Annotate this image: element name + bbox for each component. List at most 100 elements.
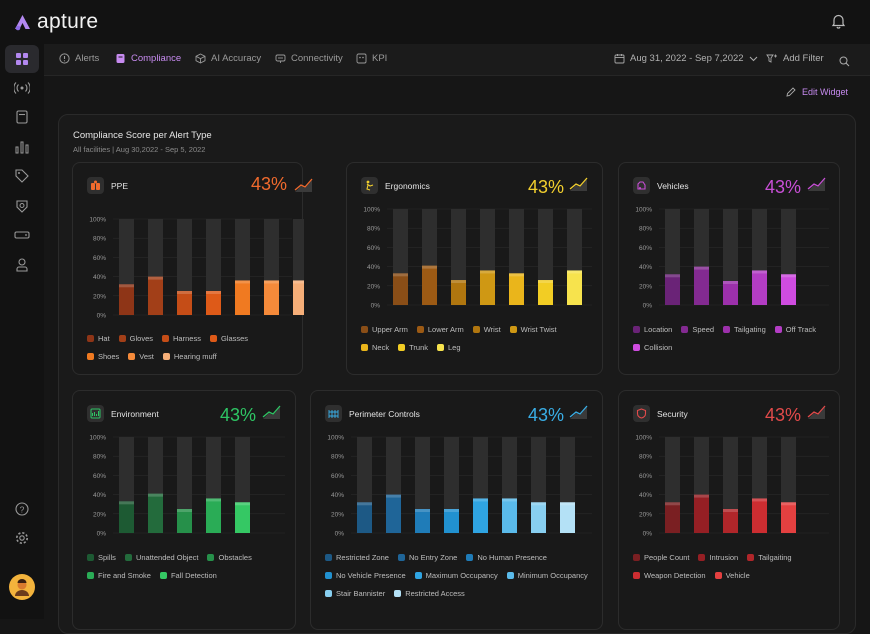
legend-item[interactable]: Hat	[87, 334, 110, 343]
legend-item[interactable]: Restricted Zone	[325, 553, 389, 562]
bar[interactable]	[293, 280, 304, 315]
legend-item[interactable]: Trunk	[398, 343, 428, 352]
add-filter-button[interactable]: Add Filter	[766, 53, 824, 64]
legend-label: Location	[644, 325, 673, 334]
legend-item[interactable]: Maximum Occupancy	[414, 571, 498, 580]
bar[interactable]	[723, 509, 738, 533]
legend-item[interactable]: Gloves	[118, 334, 153, 343]
sidebar-help[interactable]: ?	[5, 495, 39, 523]
bar[interactable]	[148, 276, 163, 315]
sidebar-dashboard[interactable]	[5, 45, 39, 73]
bar[interactable]	[206, 498, 221, 533]
legend-item[interactable]: Speed	[681, 325, 714, 334]
legend-item[interactable]: Tailgating	[723, 325, 766, 334]
legend-item[interactable]: Stair Bannister	[325, 589, 385, 598]
bar[interactable]	[560, 502, 575, 533]
legend-item[interactable]: People Count	[633, 553, 689, 562]
bar[interactable]	[235, 502, 250, 533]
bar[interactable]	[264, 280, 279, 315]
bar[interactable]	[177, 291, 192, 315]
legend-item[interactable]: Wrist	[472, 325, 501, 334]
bar[interactable]	[781, 502, 796, 533]
bar[interactable]	[177, 509, 192, 533]
bar[interactable]	[509, 273, 524, 305]
bar[interactable]	[473, 498, 488, 533]
legend-item[interactable]: Fall Detection	[159, 571, 217, 580]
legend-item[interactable]: Spills	[87, 553, 116, 562]
legend-item[interactable]: Tailgaiting	[747, 553, 792, 562]
avatar[interactable]	[9, 574, 35, 600]
bar[interactable]	[694, 266, 709, 305]
legend-item[interactable]: Hearing muff	[162, 352, 217, 361]
sidebar-cameras[interactable]	[5, 192, 39, 220]
tab-kpi[interactable]: KPI	[356, 53, 387, 64]
bar-highlight	[781, 502, 796, 506]
sidebar-devices[interactable]	[5, 221, 39, 249]
bar[interactable]	[752, 270, 767, 305]
sidebar-analytics[interactable]	[5, 133, 39, 161]
edit-widget-button[interactable]: Edit Widget	[786, 87, 848, 97]
notifications-button[interactable]	[831, 13, 846, 34]
bar[interactable]	[357, 502, 372, 533]
bar[interactable]	[386, 494, 401, 533]
legend-item[interactable]: No Human Presence	[466, 553, 547, 562]
bar[interactable]	[415, 509, 430, 533]
legend-item[interactable]: Lower Arm	[416, 325, 464, 334]
bar[interactable]	[206, 291, 221, 315]
bar[interactable]	[567, 270, 582, 305]
legend-item[interactable]: Off Track	[774, 325, 816, 334]
tab-alerts[interactable]: Alerts	[59, 53, 99, 64]
bar[interactable]	[665, 502, 680, 533]
legend-item[interactable]: Upper Arm	[361, 325, 408, 334]
legend-item[interactable]: Shoes	[87, 352, 119, 361]
legend-item[interactable]: Unattended Object	[124, 553, 198, 562]
legend-item[interactable]: Minimum Occupancy	[506, 571, 588, 580]
sidebar-broadcast[interactable]	[5, 74, 39, 102]
sidebar-reports[interactable]	[5, 103, 39, 131]
bar[interactable]	[694, 494, 709, 533]
legend-item[interactable]: Harness	[162, 334, 201, 343]
bar[interactable]	[480, 270, 495, 305]
legend-item[interactable]: Obstacles	[207, 553, 252, 562]
bar[interactable]	[723, 281, 738, 305]
bar[interactable]	[502, 498, 517, 533]
legend-item[interactable]: Weapon Detection	[633, 571, 706, 580]
bar[interactable]	[538, 280, 553, 305]
bar[interactable]	[422, 265, 437, 305]
bar[interactable]	[119, 284, 134, 315]
app-logo[interactable]: apture	[14, 10, 98, 34]
bar[interactable]	[148, 493, 163, 533]
tab-ai-accuracy[interactable]: AI Accuracy	[195, 53, 261, 64]
legend-swatch	[723, 326, 731, 333]
tab-connectivity[interactable]: Connectivity	[275, 53, 343, 64]
bar[interactable]	[781, 274, 796, 305]
bar[interactable]	[119, 501, 134, 533]
legend-item[interactable]: No Entry Zone	[397, 553, 457, 562]
y-tick-label: 0%	[97, 313, 107, 320]
bar[interactable]	[531, 502, 546, 533]
bar[interactable]	[451, 280, 466, 305]
legend-item[interactable]: Glasses	[209, 334, 248, 343]
bar[interactable]	[444, 509, 459, 533]
legend-item[interactable]: Vehicle	[714, 571, 750, 580]
bar[interactable]	[665, 274, 680, 305]
bar[interactable]	[393, 273, 408, 305]
legend-item[interactable]: No Vehicle Presence	[325, 571, 406, 580]
sidebar-settings[interactable]	[5, 524, 39, 552]
legend-item[interactable]: Collision	[633, 343, 672, 352]
date-range-picker[interactable]: Aug 31, 2022 - Sep 7,2022	[614, 53, 758, 64]
legend-item[interactable]: Leg	[437, 343, 461, 352]
tab-compliance[interactable]: Compliance	[115, 53, 181, 64]
search-button[interactable]	[839, 54, 850, 72]
legend-item[interactable]: Intrusion	[698, 553, 738, 562]
bar[interactable]	[752, 498, 767, 533]
bar[interactable]	[235, 280, 250, 315]
legend-item[interactable]: Fire and Smoke	[87, 571, 151, 580]
legend-item[interactable]: Neck	[361, 343, 389, 352]
legend-item[interactable]: Vest	[128, 352, 154, 361]
legend-item[interactable]: Wrist Twist	[509, 325, 557, 334]
sidebar-tags[interactable]	[5, 162, 39, 190]
sidebar-users[interactable]	[5, 251, 39, 279]
legend-item[interactable]: Restricted Access	[394, 589, 465, 598]
legend-item[interactable]: Location	[633, 325, 672, 334]
